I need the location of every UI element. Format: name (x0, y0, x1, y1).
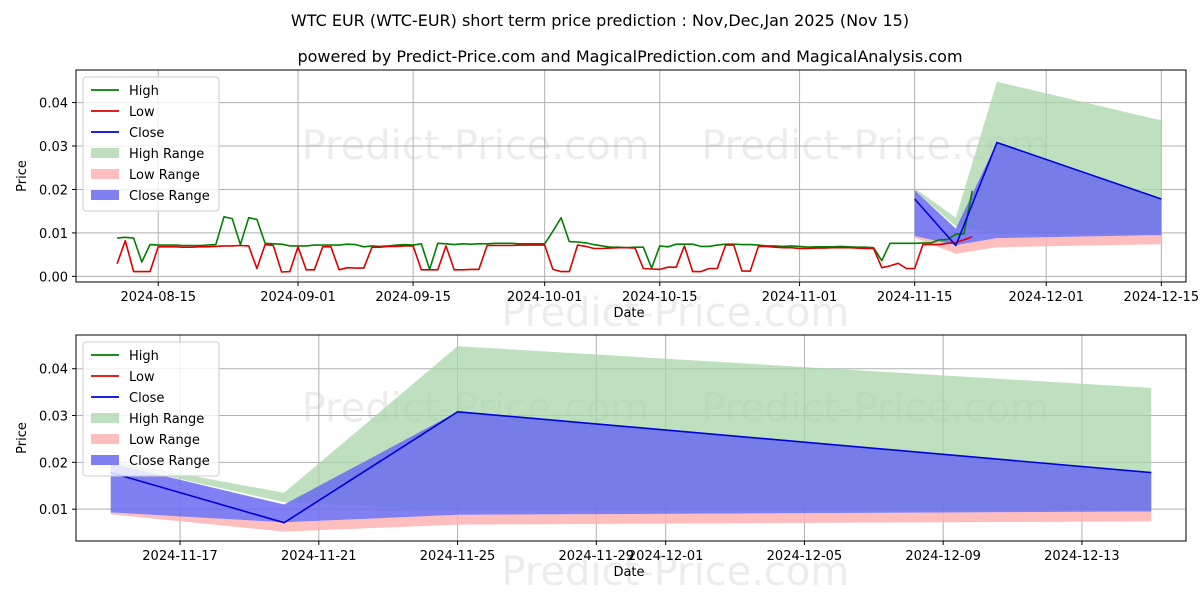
legend-close-range-swatch (91, 190, 119, 200)
x-tick-label: 2024-08-15 (120, 290, 196, 305)
low-series-line (116, 236, 973, 273)
x-tick-label: 2024-10-15 (622, 290, 698, 305)
y-tick-label: 0.02 (39, 456, 68, 471)
legend-close-label: Close (129, 126, 164, 141)
x-tick-label: 2024-11-29 (559, 549, 635, 564)
close-series-line (110, 411, 1152, 524)
x-tick-label: 2024-12-15 (1124, 290, 1200, 305)
close-series-line (914, 141, 1162, 247)
axes-frame (75, 69, 1187, 283)
legend-low-label: Low (129, 105, 155, 120)
legend-low-range-swatch (91, 169, 119, 179)
legend-high-label: High (129, 349, 159, 364)
x-tick-label: 2024-11-17 (142, 549, 218, 564)
y-tick-label: 0.04 (39, 363, 68, 378)
x-tick-label: 2024-09-15 (375, 290, 451, 305)
close-range-band (110, 411, 1152, 523)
legend-close-range-label: Close Range (129, 454, 210, 469)
y-axis-label: Price (15, 160, 30, 192)
x-tick-label: 2024-12-09 (905, 549, 981, 564)
x-tick-label: 2024-11-21 (281, 549, 357, 564)
legend-close-range-swatch (91, 455, 119, 465)
y-tick-label: 0.00 (39, 270, 68, 285)
legend-close-label: Close (129, 391, 164, 406)
y-tick-label: 0.03 (39, 410, 68, 425)
x-tick-label: 2024-12-01 (628, 549, 704, 564)
x-tick-label: 2024-09-01 (260, 290, 336, 305)
x-axis-label: Date (613, 306, 644, 321)
axes-frame (75, 334, 1187, 542)
x-tick-label: 2024-11-15 (877, 290, 953, 305)
legend-low-range-label: Low Range (129, 433, 200, 448)
legend-close-range-label: Close Range (129, 189, 210, 204)
x-tick-label: 2024-11-25 (420, 549, 496, 564)
legend-low-range-swatch (91, 434, 119, 444)
legend-high-range-swatch (91, 413, 119, 423)
legend-low-range-label: Low Range (129, 168, 200, 183)
y-axis-label: Price (15, 422, 30, 454)
y-tick-label: 0.01 (39, 227, 68, 242)
low-range-band (914, 235, 1162, 254)
legend-high-range-swatch (91, 148, 119, 158)
chart-title: WTC EUR (WTC-EUR) short term price predi… (291, 11, 909, 30)
legend-high-label: High (129, 84, 159, 99)
x-tick-label: 2024-12-13 (1044, 549, 1120, 564)
x-tick-label: 2024-11-01 (762, 290, 838, 305)
plot-area (116, 81, 1162, 273)
bottom-chart-panel: Predict-Price.comPredict-Price.comPredic… (15, 334, 1187, 595)
legend-high-range-label: High Range (129, 412, 204, 427)
y-tick-label: 0.03 (39, 140, 68, 155)
chart-subtitle: powered by Predict-Price.com and Magical… (297, 47, 962, 66)
x-tick-label: 2024-12-01 (1008, 290, 1084, 305)
high-series-line (117, 190, 973, 271)
x-tick-label: 2024-12-05 (767, 549, 843, 564)
low-range-band (110, 511, 1152, 532)
watermark: Predict-Price.com (501, 290, 849, 336)
x-tick-label: 2024-10-01 (507, 290, 583, 305)
y-tick-label: 0.04 (39, 97, 68, 112)
close-range-band (914, 142, 1162, 246)
y-tick-label: 0.01 (39, 503, 68, 518)
x-axis-label: Date (613, 565, 644, 580)
top-chart-panel: Predict-Price.com Predict-Price.comPredic… (15, 69, 1200, 336)
legend-low-label: Low (129, 370, 155, 385)
legend-high-range-label: High Range (129, 147, 204, 162)
plot-area (110, 346, 1152, 532)
y-tick-label: 0.02 (39, 183, 68, 198)
watermark: Predict-Price.com (501, 549, 849, 595)
